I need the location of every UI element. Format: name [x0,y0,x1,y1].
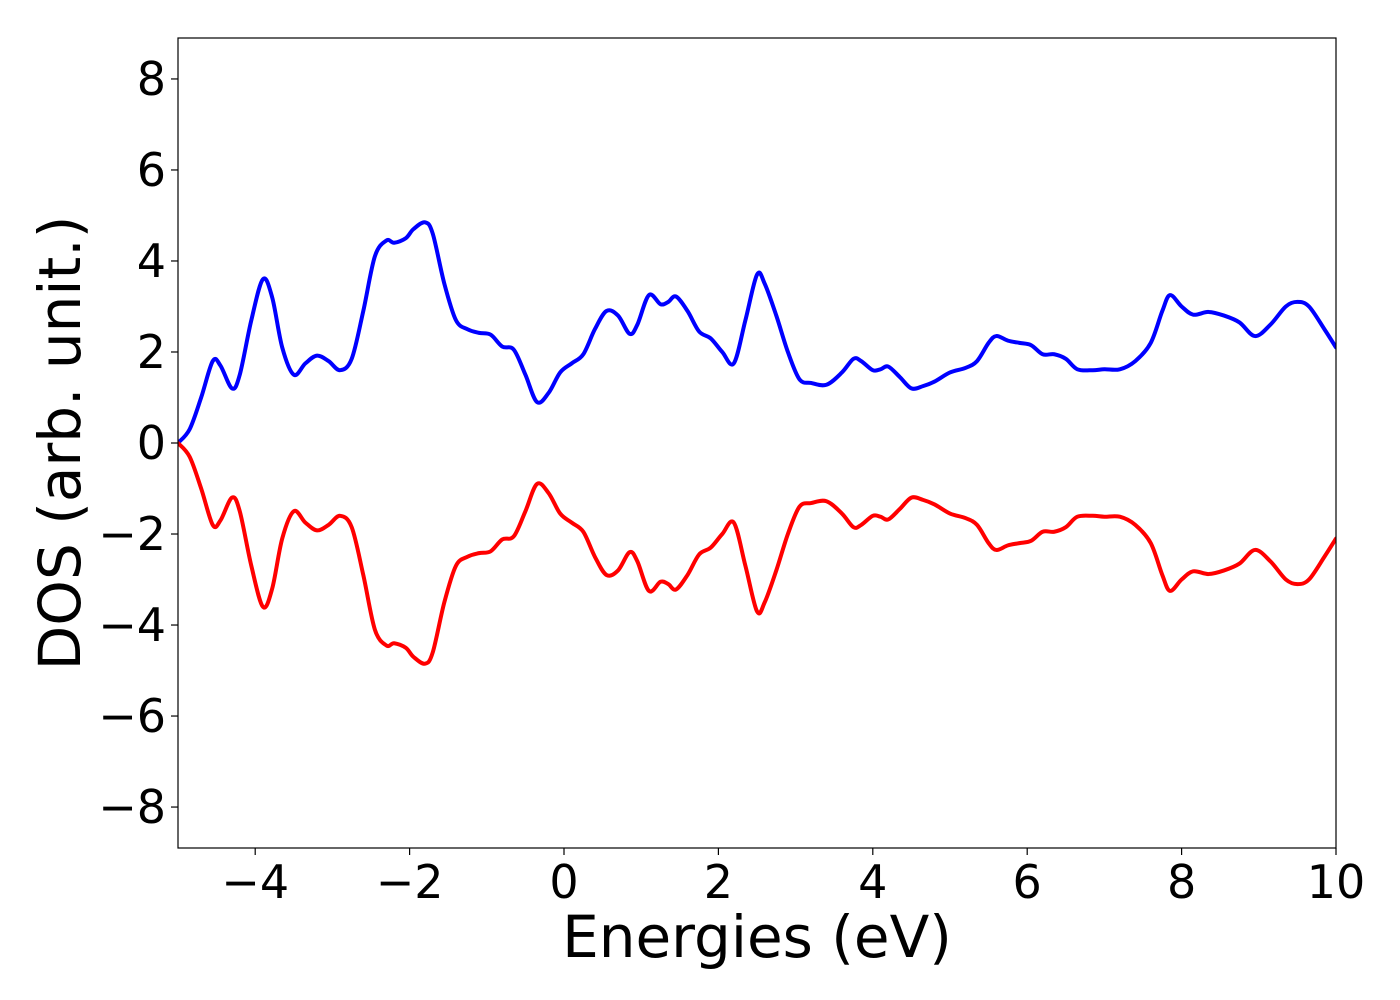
y-tick-label: −6 [98,689,166,743]
y-tick-label: 0 [137,416,166,470]
x-tick-label: 4 [858,855,887,909]
series-layer [178,220,1336,666]
spin-down-dos-line [178,441,1336,666]
y-axis-label: DOS (arb. unit.) [26,216,94,671]
y-tick-label: 6 [137,143,166,197]
y-tick-label: 4 [137,234,166,288]
x-tick-label: 10 [1307,855,1366,909]
y-tick-label: 2 [137,325,166,379]
x-tick-label: −4 [221,855,289,909]
y-tick-label: −8 [98,780,166,834]
x-tick-label: 6 [1013,855,1042,909]
x-tick-label: 8 [1167,855,1196,909]
x-axis-label: Energies (eV) [562,903,952,971]
x-tick-label: 0 [549,855,578,909]
y-tick-label: −4 [98,598,166,652]
x-axis-ticks: −4 −2 0 2 4 6 8 10 [221,848,1365,909]
y-tick-label: −2 [98,507,166,561]
y-axis-ticks: 8 6 4 2 0 −2 −4 −6 −8 [98,52,178,834]
y-tick-label: 8 [137,52,166,106]
x-tick-label: −2 [376,855,444,909]
x-tick-label: 2 [704,855,733,909]
spin-up-dos-line [178,220,1336,445]
